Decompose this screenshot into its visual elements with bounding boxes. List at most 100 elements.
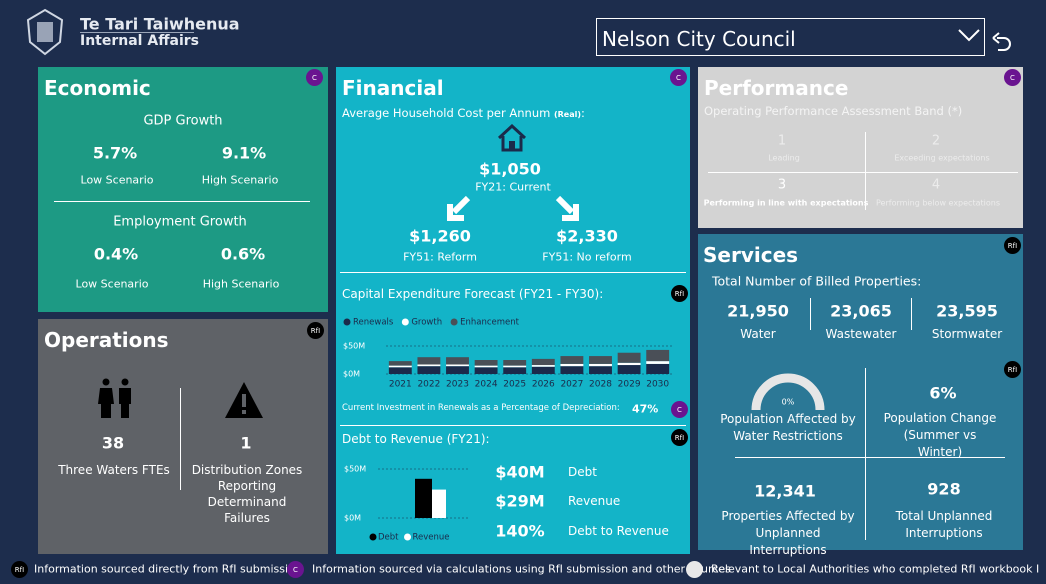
bar-segment <box>503 367 527 374</box>
panel-title: Financial <box>342 76 444 100</box>
badge: C <box>306 69 323 86</box>
section-label: Average Household Cost per Annum (Real): <box>342 106 585 120</box>
band-number: 4 <box>931 177 941 193</box>
band-number: 1 <box>777 133 787 149</box>
divider <box>911 298 912 330</box>
x-tick-label: 2024 <box>475 380 498 390</box>
badge: RfI <box>671 285 688 302</box>
band-label: Leading <box>768 153 800 163</box>
metric-value: 23,065 <box>830 301 892 321</box>
badge: RfI <box>307 322 324 339</box>
metric-label: Low Scenario <box>75 277 149 291</box>
x-tick-label: 2023 <box>446 380 469 390</box>
metric-value: 23,595 <box>936 301 998 321</box>
metric-value: 21,950 <box>727 301 789 321</box>
x-tick-label: 2027 <box>560 380 583 390</box>
stat-label: Debt to Revenue <box>568 524 669 538</box>
footer-note: Information sourced directly from RfI su… <box>34 562 302 576</box>
bar-segment <box>417 357 441 365</box>
dropdown-value[interactable]: Nelson City Council <box>602 27 796 51</box>
badge: C <box>287 561 304 578</box>
legend-dot <box>404 533 412 541</box>
crest <box>26 8 64 56</box>
bar-segment <box>474 360 498 366</box>
badge: RfI <box>11 561 28 578</box>
y-tick-label: $50M <box>344 465 366 474</box>
bar-segment <box>417 366 441 374</box>
stat-label: Revenue <box>568 494 621 508</box>
note-value: 47% <box>632 402 659 416</box>
bar-segment <box>531 366 555 374</box>
panel-title: Economic <box>44 76 151 100</box>
x-tick-label: 2025 <box>503 380 526 390</box>
org-underline <box>80 32 194 33</box>
divider <box>865 132 866 210</box>
metric-label: Properties Affected by Unplanned Interru… <box>721 509 855 557</box>
metric-value: 38 <box>101 433 125 453</box>
bar-segment <box>589 366 612 374</box>
metric-label: Total Unplanned Interruptions <box>895 509 993 540</box>
section-label: Total Number of Billed Properties: <box>712 273 922 289</box>
bar-segment <box>617 365 641 374</box>
arrow-down-left <box>447 196 471 221</box>
metric-label: Low Scenario <box>80 173 154 187</box>
cost-label: FY21: Current <box>475 180 551 194</box>
metric-heading: GDP Growth <box>143 113 223 129</box>
metric-heading: Employment Growth <box>113 214 247 230</box>
divider <box>340 425 686 426</box>
bar-segment <box>646 361 670 364</box>
footer-note: Relevant to Local Authorities who comple… <box>711 562 1040 576</box>
metric-value: 5.7% <box>92 143 138 163</box>
legend-label: Growth <box>411 318 442 328</box>
stat-value: 140% <box>495 521 545 541</box>
metric-value: 9.1% <box>221 143 267 163</box>
people-icon <box>98 378 131 418</box>
band-label: Performing below expectations <box>876 198 1000 208</box>
bar-segment <box>531 358 555 366</box>
bar-segment <box>646 349 670 362</box>
panel-title: Services <box>703 243 799 267</box>
metric-label: High Scenario <box>201 173 279 187</box>
legend-label: Revenue <box>413 533 450 543</box>
bar-segment <box>617 362 641 366</box>
metric-value: 0.4% <box>93 244 139 264</box>
dropdown-chevron[interactable] <box>957 27 981 43</box>
metric-label: Population Affected by Water Restriction… <box>720 412 856 443</box>
cost-value: $1,050 <box>479 159 541 179</box>
metric-label: Population Change (Summer vs Winter) <box>883 411 997 459</box>
org-name: Te Tari Taiwhenua <box>80 14 240 34</box>
stat-value: $29M <box>495 491 545 511</box>
gauge-value: 0% <box>781 397 795 407</box>
badge <box>686 561 703 578</box>
bar-segment <box>560 366 584 374</box>
band-number: 3 <box>777 177 787 193</box>
badge: C <box>1004 69 1021 86</box>
label-text: Average Household Cost per Annum <box>342 106 551 120</box>
badge: RfI <box>671 429 688 446</box>
label-colon: : <box>581 106 585 120</box>
cost-value: $2,330 <box>556 226 618 246</box>
economic-panel <box>38 67 328 312</box>
bar-segment <box>531 365 555 367</box>
legend-label: Renewals <box>353 318 394 328</box>
badge: C <box>670 69 687 86</box>
panel-title: Performance <box>704 76 849 100</box>
performance-panel <box>698 67 1023 228</box>
section-label: Debt to Revenue (FY21): <box>342 432 490 446</box>
panel-subtitle: Operating Performance Assessment Band (*… <box>704 104 963 118</box>
bar-segment <box>474 367 498 374</box>
reset-button[interactable] <box>990 32 1014 54</box>
section-label: Capital Expenditure Forecast (FY21 - FY3… <box>342 287 604 301</box>
bar-segment <box>646 363 670 374</box>
legend-dot <box>450 318 458 326</box>
council-dropdown[interactable]: Nelson City Council <box>596 18 985 56</box>
badge: RfI <box>1004 361 1021 378</box>
metric-value: 0.6% <box>220 244 266 264</box>
footer-note: Information sourced via calculations usi… <box>312 562 731 576</box>
band-label: Performing in line with expectations <box>703 198 869 208</box>
band-label: Exceeding expectations <box>894 153 990 163</box>
badge: C <box>671 401 688 418</box>
metric-label: Three Waters FTEs <box>58 463 170 477</box>
